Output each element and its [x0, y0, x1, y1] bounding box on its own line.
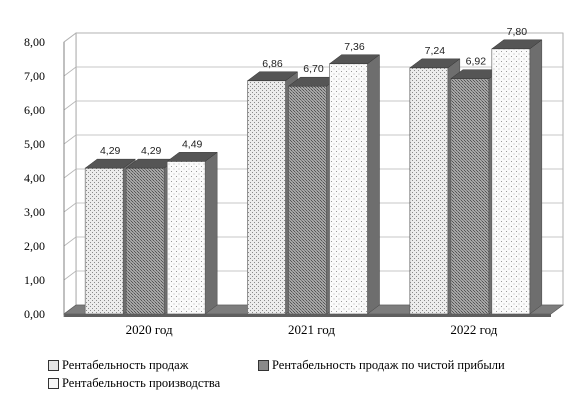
legend-swatch [48, 378, 59, 389]
data-label: 6,70 [303, 63, 324, 75]
gridline-side [63, 66, 77, 77]
bar [450, 78, 490, 315]
bar-side [367, 54, 380, 315]
data-label: 6,86 [262, 58, 283, 70]
gridline-side [63, 100, 77, 111]
bar-top [246, 71, 299, 82]
data-label: 7,24 [425, 45, 446, 57]
bar [125, 167, 165, 315]
x-axis: 2020 год 2021 год 2022 год [126, 322, 498, 337]
data-label: 4,29 [141, 145, 162, 157]
bar-top [84, 158, 136, 169]
legend-label: Рентабельность продаж по чистой прибыли [272, 358, 505, 372]
y-axis: 0,00 1,00 2,00 3,00 4,00 5,00 6,00 7,00 8,00 [24, 35, 65, 321]
bar-side [529, 39, 543, 315]
x-tick-label: 2021 год [288, 322, 335, 337]
gridline-side [63, 236, 77, 247]
y-tick-label: 2,00 [24, 239, 45, 253]
y-tick-label: 5,00 [24, 137, 45, 151]
bar [166, 161, 206, 315]
gridline-side [63, 134, 77, 145]
y-tick-label: 4,00 [24, 171, 45, 185]
bar-side [204, 151, 218, 315]
gridline-side [63, 168, 77, 179]
data-label: 6,92 [466, 56, 487, 68]
y-tick-label: 8,00 [24, 35, 45, 49]
bar [329, 63, 368, 315]
bars [84, 39, 543, 315]
bar [247, 80, 286, 315]
data-label: 4,49 [182, 138, 203, 150]
legend-label: Рентабельность производства [62, 376, 221, 390]
bar-top [328, 54, 381, 65]
data-labels: 4,29 4,29 4,49 6,86 6,70 7,36 7,24 6,92 7,80 [100, 26, 527, 157]
floor-front [64, 314, 551, 317]
y-tick-label: 0,00 [24, 307, 45, 321]
legend-swatch [48, 360, 59, 371]
bar [491, 48, 531, 315]
y-tick-label: 6,00 [24, 103, 45, 117]
y-tick-label: 7,00 [24, 69, 45, 83]
bar-top [409, 58, 461, 69]
y-tick-label: 1,00 [24, 273, 45, 287]
legend-swatch [258, 360, 269, 371]
legend-label: Рентабельность продаж [62, 358, 189, 372]
bar [409, 67, 449, 315]
bar-top [491, 39, 543, 50]
gridline-side [63, 202, 77, 213]
gridline-side [63, 32, 77, 43]
data-label: 7,80 [507, 26, 528, 38]
data-label: 7,36 [344, 41, 365, 53]
bar [288, 85, 327, 315]
y-tick-label: 3,00 [24, 205, 45, 219]
legend-item-production-profitability: Рентабельность производства [48, 376, 220, 391]
bar [84, 167, 124, 315]
bar-top [166, 152, 218, 162]
x-tick-label: 2022 год [450, 322, 497, 337]
legend-item-sales-profitability: Рентабельность продаж [48, 358, 188, 373]
gridline-side [63, 270, 77, 281]
x-tick-label: 2020 год [126, 322, 173, 337]
data-label: 4,29 [100, 145, 121, 157]
legend-item-net-profit-profitability: Рентабельность продаж по чистой прибыли [258, 358, 505, 373]
